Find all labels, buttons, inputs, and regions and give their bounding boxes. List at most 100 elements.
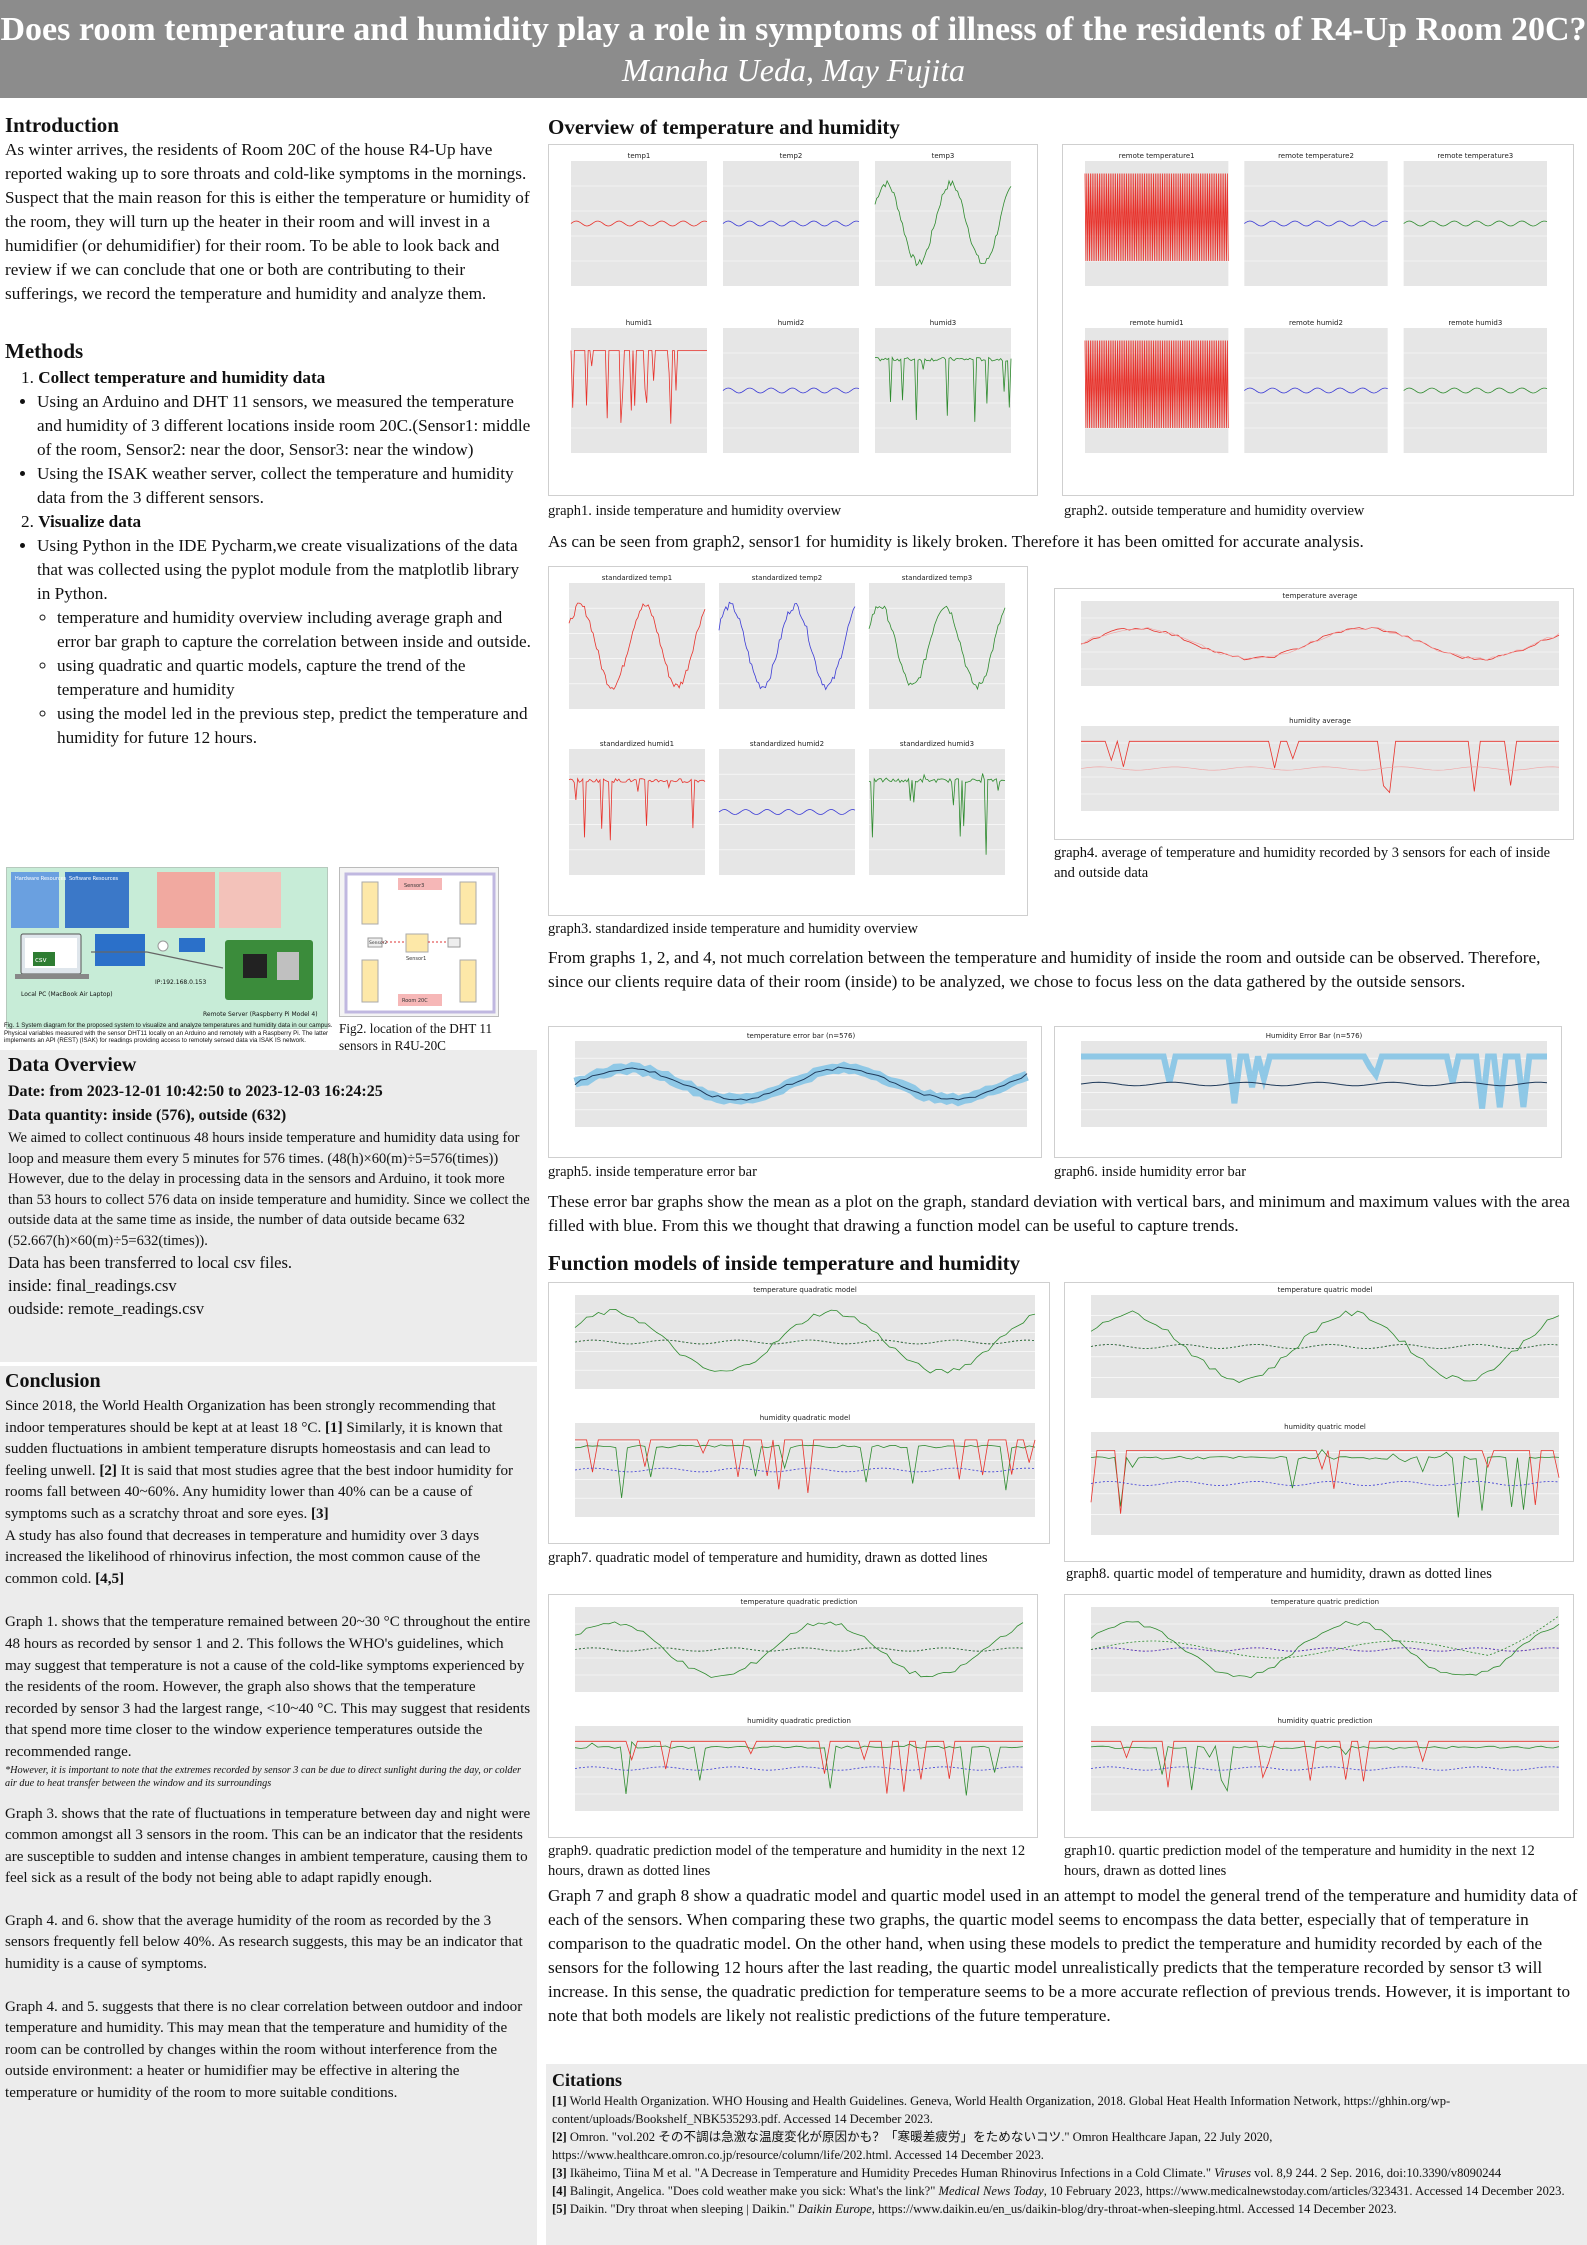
g4-svg: temperature average humidity average xyxy=(1080,592,1560,811)
citation-3: [3] Ikäheimo, Tiina M et al. "A Decrease… xyxy=(552,2166,1502,2180)
csv-label: csv xyxy=(35,956,47,964)
g4-temp-series-2 xyxy=(1080,627,1560,661)
g3-panel-4-series-1 xyxy=(568,777,706,841)
remote-label: Remote Server (Raspberry Pi Model 4) xyxy=(203,1011,318,1018)
g4-humid-plot-area xyxy=(1081,726,1559,811)
g10-humid-series-2 xyxy=(1091,1740,1559,1788)
g10-humid-series-1 xyxy=(1090,1744,1560,1793)
g9-temp-series-1 xyxy=(574,1621,1024,1678)
data-overview-body: We aimed to collect continuous 48 hours … xyxy=(8,1130,530,1249)
g1-panel-6-title: humid3 xyxy=(930,319,957,327)
methods-bullet3: Using Python in the IDE Pycharm,we creat… xyxy=(37,534,531,750)
methods-bullet2: Using the ISAK weather server, collect t… xyxy=(37,462,531,510)
g1-panel-4-series-1 xyxy=(570,350,707,424)
g10-temp-plot-area xyxy=(1091,1607,1559,1692)
g2-panel-6: remote humid3 xyxy=(1403,319,1548,453)
data-overview-section: Data Overview Date: from 2023-12-01 10:4… xyxy=(0,1050,537,1362)
g8-humid-series-3 xyxy=(1090,1480,1560,1487)
g3-panel-3: standardized temp3 xyxy=(868,574,1006,709)
g4-temp-title: temperature average xyxy=(1283,592,1358,600)
g2-panel-1-title: remote temperature1 xyxy=(1119,152,1195,160)
citation-1: [1] World Health Organization. WHO Housi… xyxy=(552,2094,1451,2126)
data-date: Date: from 2023-12-01 10:42:50 to 2023-1… xyxy=(8,1083,383,1100)
g2-panel-4-title: remote humid1 xyxy=(1130,319,1184,327)
g1-panel-5: humid2 xyxy=(722,319,860,453)
methods-bullet1: Using an Arduino and DHT 11 sensors, we … xyxy=(37,390,531,462)
g3-panel-6-title: standardized humid3 xyxy=(900,740,974,748)
g4-temp-plot-area xyxy=(1081,601,1559,686)
room-label: Room 20C xyxy=(402,998,428,1004)
g9-temp: temperature quadratic prediction xyxy=(574,1598,1024,1692)
g2-panel-2-title: remote temperature2 xyxy=(1278,152,1354,160)
g5-plot-title: temperature error bar (n=576) xyxy=(747,1032,856,1040)
g7-temp: temperature quadratic model xyxy=(574,1286,1036,1389)
g7-temp-plot-area xyxy=(575,1295,1035,1389)
overview-text2: From graphs 1, 2, and 4, not much correl… xyxy=(548,948,1541,991)
g1-panel-1-title: temp1 xyxy=(628,152,651,160)
conclusion-section: Conclusion Since 2018, the World Health … xyxy=(0,1366,537,2245)
data-line2: inside: final_readings.csv xyxy=(8,1276,177,1295)
g1-panel-5-title: humid2 xyxy=(778,319,805,327)
g5-plot: temperature error bar (n=576) xyxy=(573,1032,1029,1127)
g8-temp-series-4 xyxy=(1090,1343,1560,1350)
g6-svg: Humidity Error Bar (n=576) xyxy=(1080,1032,1548,1127)
graph2-chart: remote temperature1 remote temperature2 re… xyxy=(1062,144,1574,496)
graph7-chart: temperature quadratic model humidity quad… xyxy=(548,1282,1050,1544)
g8-humid-series-2 xyxy=(1090,1450,1560,1514)
g9-temp-title: temperature quadratic prediction xyxy=(741,1598,858,1606)
g8-humid-plot-area xyxy=(1091,1432,1559,1535)
g2-panel-2: remote temperature2 xyxy=(1244,152,1388,286)
g2-panel-5-title: remote humid2 xyxy=(1289,319,1343,327)
g5-svg: temperature error bar (n=576) xyxy=(573,1032,1029,1127)
g2-panel-2-series-1 xyxy=(1244,220,1388,227)
g7-humid-series-2 xyxy=(575,1439,1036,1493)
g3-panel-5: standardized humid2 xyxy=(718,740,856,875)
system-diagram: Hardware Resources Software Resources cs… xyxy=(6,867,328,1029)
g9-humid-series-3 xyxy=(574,1766,1024,1771)
g2-panel-6-title: remote humid3 xyxy=(1448,319,1502,327)
g8-temp-title: temperature quatric model xyxy=(1278,1286,1373,1294)
g9-svg: temperature quadratic prediction humidity… xyxy=(574,1598,1024,1811)
g1-panel-3-plot-area xyxy=(875,161,1011,286)
data-line1: Data has been transferred to local csv f… xyxy=(8,1253,293,1272)
g6-plot-series-2 xyxy=(1080,1081,1548,1087)
citation-4: [4] Balingit, Angelica. "Does cold weath… xyxy=(552,2184,1565,2198)
overview-text3: These error bar graphs show the mean as … xyxy=(548,1192,1570,1235)
g9-humid-series-2 xyxy=(575,1740,1023,1794)
citations-heading: Citations xyxy=(552,2070,623,2090)
g6-plot-title: Humidity Error Bar (n=576) xyxy=(1266,1032,1363,1040)
conclusion-p4: Graph 3. shows that the rate of fluctuat… xyxy=(5,1805,531,1887)
g2-panel-6-plot-area xyxy=(1403,328,1547,453)
g2-panel-5-series-1 xyxy=(1244,387,1388,394)
g9-humid-title: humidity quadratic prediction xyxy=(747,1717,851,1725)
g7-temp-series-1 xyxy=(574,1308,1036,1374)
methods-sub2: using quadratic and quartic models, capt… xyxy=(57,654,531,702)
graph3-chart: standardized temp1 standardized temp2 stan… xyxy=(548,566,1028,916)
g1-svg: temp1 temp2 temp3 humid1 humid2 humid3 xyxy=(570,152,1012,453)
g10-temp-title: temperature quatric prediction xyxy=(1271,1598,1379,1606)
g3-panel-3-series-1 xyxy=(868,605,1006,691)
g2-panel-5-plot-area xyxy=(1244,328,1388,453)
g3-panel-5-title: standardized humid2 xyxy=(750,740,824,748)
g9-humid-plot-area xyxy=(575,1726,1023,1811)
overview-heading: Overview of temperature and humidity xyxy=(548,115,900,139)
g7-temp-title: temperature quadratic model xyxy=(753,1286,857,1294)
g3-panel-5-plot-area xyxy=(719,749,855,875)
g6-plot-series-1 xyxy=(1081,1053,1547,1109)
g3-panel-1: standardized temp1 xyxy=(568,574,706,709)
room-diagram: Sensor3 Sensor2 Sensor1 Room 20C xyxy=(339,867,499,1017)
g3-panel-6: standardized humid3 xyxy=(868,740,1006,875)
ip-label: IP:192.168.0.153 xyxy=(155,979,206,986)
intro-section: Introduction As winter arrives, the resi… xyxy=(0,110,537,338)
graph4-chart: temperature average humidity average xyxy=(1054,588,1574,840)
hw-title: Hardware Resources xyxy=(15,876,67,882)
g4-humid-series-2 xyxy=(1080,766,1560,771)
conclusion-p1: Since 2018, the World Health Organizatio… xyxy=(5,1398,514,1522)
g1-panel-2-series-1 xyxy=(722,220,860,227)
system-diagram-graphic: Hardware Resources Software Resources cs… xyxy=(11,872,318,1018)
conclusion-p2: A study has also found that decreases in… xyxy=(5,1527,481,1587)
data-line3: oudside: remote_readings.csv xyxy=(8,1299,205,1318)
g1-panel-3-title: temp3 xyxy=(932,152,955,160)
g1-panel-6: humid3 xyxy=(874,319,1012,453)
g10-humid-plot-area xyxy=(1091,1726,1559,1811)
